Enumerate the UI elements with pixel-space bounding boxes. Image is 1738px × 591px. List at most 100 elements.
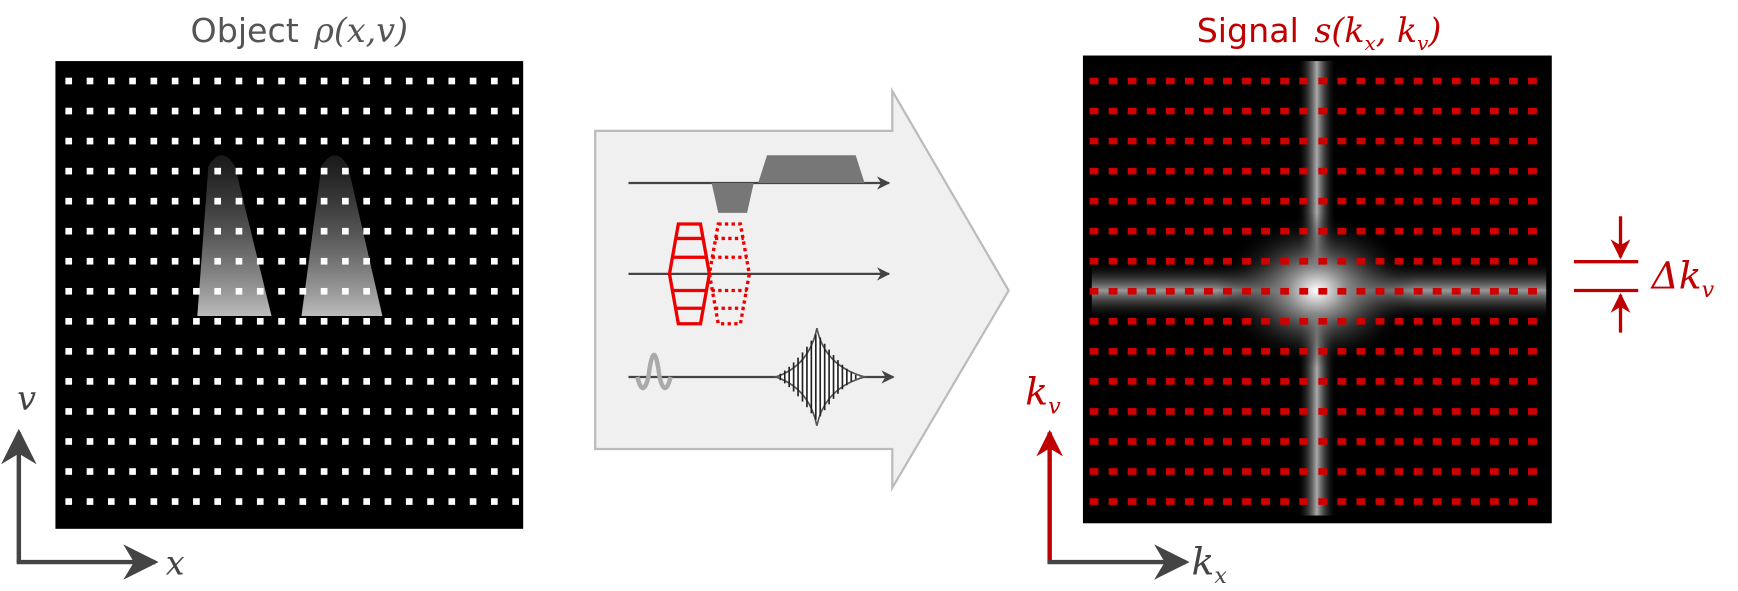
- sample-dot: [406, 468, 413, 475]
- sample-dot: [1242, 498, 1251, 505]
- sample-dot: [1490, 108, 1499, 115]
- sample-dot: [236, 168, 243, 175]
- sample-dot: [470, 348, 477, 355]
- sample-dot: [1204, 198, 1213, 205]
- sample-dot: [1376, 78, 1385, 85]
- sample-dot: [299, 408, 306, 415]
- title-math: ): [1427, 11, 1441, 50]
- sample-dot: [321, 78, 328, 85]
- sample-dot: [1109, 198, 1118, 205]
- sample-dot: [385, 138, 392, 145]
- sample-dot: [1128, 168, 1137, 175]
- sample-dot: [129, 258, 136, 265]
- sample-dot: [1509, 468, 1518, 475]
- sample-dot: [406, 168, 413, 175]
- sample-dot: [108, 138, 115, 145]
- spacing-marker: [1574, 216, 1638, 332]
- sample-dot: [1318, 468, 1327, 475]
- sample-dot: [87, 468, 94, 475]
- sample-dot: [321, 498, 328, 505]
- sample-dot: [1471, 408, 1480, 415]
- sample-dot: [1509, 258, 1518, 265]
- sample-dot: [214, 288, 221, 295]
- sample-dot: [1185, 258, 1194, 265]
- sample-dot: [406, 108, 413, 115]
- axis-label: v: [17, 379, 36, 418]
- sample-dot: [363, 258, 370, 265]
- sample-dot: [1490, 198, 1499, 205]
- sample-dot: [236, 408, 243, 415]
- sample-dot: [151, 258, 158, 265]
- sample-dot: [1414, 138, 1423, 145]
- sample-dot: [1452, 228, 1461, 235]
- sample-dot: [1414, 408, 1423, 415]
- sample-dot: [172, 138, 179, 145]
- sample-dot: [1090, 168, 1099, 175]
- sample-dot: [512, 498, 519, 505]
- sample-dot: [236, 378, 243, 385]
- axis-label: kv: [1025, 370, 1061, 420]
- sample-dot: [1356, 198, 1365, 205]
- sample-dot: [1337, 468, 1346, 475]
- sample-dot: [87, 318, 94, 325]
- sample-dot: [470, 468, 477, 475]
- sample-dot: [299, 468, 306, 475]
- sample-dot: [1166, 468, 1175, 475]
- sample-dot: [470, 78, 477, 85]
- sample-dot: [1509, 198, 1518, 205]
- sample-dot: [87, 438, 94, 445]
- sample-dot: [278, 408, 285, 415]
- sample-dot: [1452, 318, 1461, 325]
- sample-dot: [1337, 168, 1346, 175]
- sample-dot: [1414, 78, 1423, 85]
- sample-dot: [1395, 168, 1404, 175]
- sample-dot: [151, 408, 158, 415]
- sample-dot: [406, 498, 413, 505]
- sample-dot: [1509, 318, 1518, 325]
- sample-dot: [129, 138, 136, 145]
- sample-dot: [1490, 168, 1499, 175]
- sample-dot: [1185, 288, 1194, 295]
- sample-dot: [448, 168, 455, 175]
- sample-dot: [1185, 228, 1194, 235]
- sample-dot: [1223, 348, 1232, 355]
- sample-dot: [321, 258, 328, 265]
- sample-dot: [491, 348, 498, 355]
- sample-dot: [512, 348, 519, 355]
- sample-dot: [65, 138, 72, 145]
- sample-dot: [1395, 438, 1404, 445]
- sample-dot: [427, 468, 434, 475]
- sample-dot: [214, 378, 221, 385]
- sample-dot: [1433, 168, 1442, 175]
- sample-dot: [257, 228, 264, 235]
- sample-dot: [1185, 468, 1194, 475]
- sample-dot: [1299, 408, 1308, 415]
- sample-dot: [1128, 108, 1137, 115]
- sample-dot: [129, 108, 136, 115]
- sample-dot: [1204, 408, 1213, 415]
- sample-dot: [512, 228, 519, 235]
- sample-dot: [1185, 378, 1194, 385]
- sample-dot: [87, 108, 94, 115]
- sample-dot: [1337, 348, 1346, 355]
- sample-dot: [448, 318, 455, 325]
- sample-dot: [278, 228, 285, 235]
- sample-dot: [278, 138, 285, 145]
- sample-dot: [151, 78, 158, 85]
- sample-dot: [214, 258, 221, 265]
- sample-dot: [151, 468, 158, 475]
- sample-dot: [108, 168, 115, 175]
- axis-label: x: [166, 543, 185, 582]
- sample-dot: [1318, 258, 1327, 265]
- sample-dot: [1280, 288, 1289, 295]
- sample-dot: [1166, 198, 1175, 205]
- sample-dot: [342, 318, 349, 325]
- sample-dot: [1147, 198, 1156, 205]
- sample-dot: [448, 408, 455, 415]
- sample-dot: [65, 408, 72, 415]
- label-sub: v: [1048, 394, 1061, 420]
- sample-dot: [342, 498, 349, 505]
- sample-dot: [1280, 198, 1289, 205]
- sample-dot: [1395, 78, 1404, 85]
- sample-dot: [65, 198, 72, 205]
